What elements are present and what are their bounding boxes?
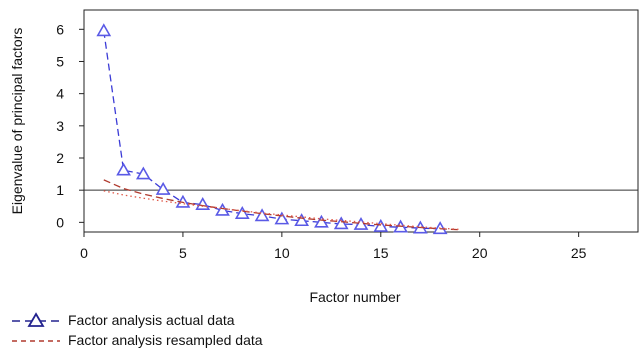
x-tick-label: 15	[373, 245, 389, 261]
y-tick-label: 5	[56, 53, 64, 69]
data-point-triangle	[155, 181, 171, 195]
y-axis-ticks: 0 1 2 3 4 5 6	[56, 21, 84, 230]
data-point-triangle	[314, 214, 329, 228]
data-point-triangle	[333, 216, 349, 230]
y-tick-label: 0	[56, 214, 64, 230]
y-axis-title: Eigenvalue of principal factors	[9, 28, 25, 215]
legend-swatch-resampled	[12, 340, 60, 342]
x-axis-ticks: 0 5 10 15 20 25	[80, 232, 587, 261]
legend: Factor analysis actual data Factor analy…	[10, 310, 263, 350]
data-point-triangle	[135, 166, 151, 180]
series-line-1	[103, 179, 460, 231]
data-point-triangle	[373, 218, 389, 232]
legend-item-actual: Factor analysis actual data	[10, 310, 263, 330]
y-tick-label: 3	[56, 118, 64, 134]
data-point-triangle	[254, 208, 270, 222]
data-point-triangle	[294, 213, 310, 227]
legend-label-actual: Factor analysis actual data	[68, 312, 235, 328]
y-tick-label: 1	[56, 182, 64, 198]
data-point-triangle	[215, 202, 230, 216]
legend-swatch-actual	[12, 312, 60, 327]
series-layer	[96, 23, 460, 235]
data-point-triangle	[234, 206, 250, 219]
legend-item-resampled: Factor analysis resampled data	[10, 330, 263, 350]
x-tick-label: 10	[274, 245, 290, 261]
data-point-triangle	[116, 162, 131, 176]
x-tick-label: 20	[472, 245, 488, 261]
y-tick-label: 6	[56, 21, 64, 37]
plot-frame	[83, 9, 639, 233]
y-tick-label: 4	[56, 86, 64, 102]
x-axis-title: Factor number	[309, 289, 400, 305]
data-point-triangle	[96, 23, 112, 37]
y-tick-label: 2	[56, 150, 64, 166]
x-tick-label: 25	[571, 245, 587, 261]
series-line-0	[103, 30, 441, 230]
x-tick-label: 5	[179, 245, 187, 261]
x-tick-label: 0	[80, 245, 88, 261]
data-point-triangle	[274, 211, 290, 225]
legend-label-resampled: Factor analysis resampled data	[68, 332, 263, 348]
